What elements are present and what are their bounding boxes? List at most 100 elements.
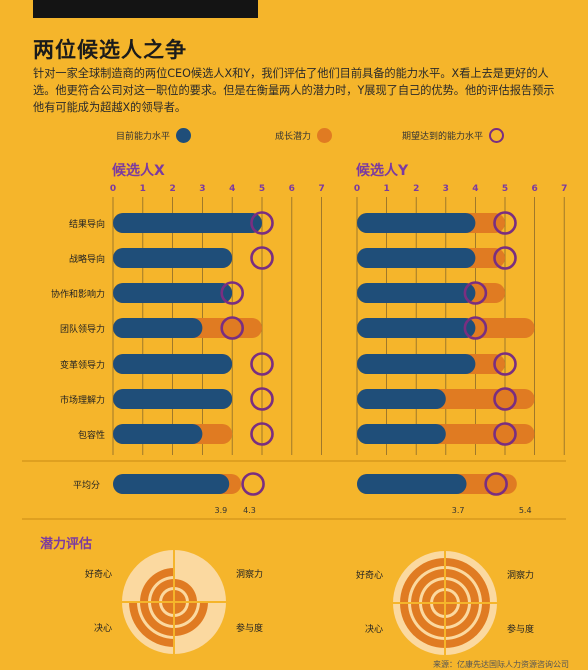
radial-category-label: 决心 (94, 622, 112, 634)
radial-segment (140, 568, 174, 602)
radial-segment (445, 603, 457, 615)
current-bar (113, 213, 262, 233)
expected-ring (250, 387, 274, 411)
radial-segment (151, 579, 174, 602)
current-bar (113, 318, 203, 338)
tick-label: 7 (561, 184, 567, 194)
average-expected-ring (241, 472, 265, 496)
category-label: 市场理解力 (60, 394, 105, 406)
current-bar (113, 248, 233, 268)
candidate-x-title: 候选人X (112, 163, 165, 179)
radial-segment (411, 603, 445, 637)
tick-label: 6 (289, 184, 295, 194)
radial-category-label: 决心 (365, 623, 383, 635)
category-label: 变革领导力 (60, 359, 105, 371)
tick-label: 1 (140, 184, 146, 194)
radial-segment (445, 558, 490, 603)
tick-label: 3 (199, 184, 205, 194)
radial-segment (174, 590, 186, 602)
tick-label: 1 (383, 184, 389, 194)
tick-label: 0 (110, 184, 116, 194)
legend-expected-label: 期望达到的能力水平 (402, 132, 484, 142)
legend-current-label: 目前能力水平 (116, 132, 171, 142)
radial-segment (445, 603, 490, 648)
average-current-value: 3.7 (452, 506, 465, 515)
radial-segment (174, 602, 208, 636)
average-growth-value: 5.4 (519, 506, 532, 515)
radial-segment (129, 602, 174, 647)
tick-label: 5 (502, 184, 508, 194)
expected-ring (493, 352, 517, 376)
current-bar (113, 354, 233, 374)
legend-expected-swatch (489, 128, 505, 143)
expected-ring (220, 281, 244, 305)
radial-segment (433, 603, 445, 615)
legend-growth-swatch (317, 128, 333, 143)
current-bar (113, 424, 203, 444)
current-bar (357, 354, 476, 374)
radial-category-label: 参与度 (236, 622, 263, 634)
radial-segment (400, 603, 445, 648)
current-bar (357, 283, 476, 303)
potential-title: 潜力评估 (40, 537, 93, 552)
average-current-bar (357, 474, 467, 494)
current-bar (357, 389, 446, 409)
current-bar (357, 318, 476, 338)
radial-segment (162, 590, 174, 602)
radial-segment (445, 580, 468, 603)
radial-segment (445, 591, 457, 603)
current-bar (357, 213, 476, 233)
current-bar (113, 389, 233, 409)
average-current-value: 3.9 (214, 506, 227, 515)
category-label: 协作和影响力 (51, 288, 105, 300)
current-bar (113, 283, 233, 303)
radial-segment (174, 602, 186, 614)
top-bar (33, 0, 258, 18)
tick-label: 6 (531, 184, 537, 194)
intro-text: 针对一家全球制造商的两位CEO候选人X和Y，我们评估了他们目前具备的能力水平。X… (33, 67, 555, 114)
legend-current: 目前能力水平 (116, 128, 192, 143)
tick-label: 4 (229, 184, 235, 194)
radial-segment (151, 602, 174, 625)
radial-segment (422, 580, 445, 603)
expected-ring (250, 352, 274, 376)
radial-category-label: 好奇心 (85, 568, 112, 580)
expected-ring (493, 211, 517, 235)
category-label: 战略导向 (69, 253, 105, 265)
current-bar (357, 424, 446, 444)
tick-label: 2 (413, 184, 419, 194)
expected-ring (220, 316, 244, 340)
category-label: 包容性 (78, 429, 105, 441)
expected-ring (250, 211, 274, 235)
tick-label: 7 (318, 184, 324, 194)
radial-segment (433, 591, 445, 603)
expected-ring (493, 422, 517, 446)
page-title: 两位候选人之争 (33, 38, 187, 62)
average-label: 平均分 (73, 479, 100, 491)
tick-label: 2 (169, 184, 175, 194)
radial-category-label: 好奇心 (356, 569, 383, 581)
candidate-y-panel: 0 1 2 3 4 5 6 7 3.7 5.4 (354, 184, 567, 515)
radial-segment (162, 602, 174, 614)
expected-ring (463, 281, 488, 305)
expected-ring (250, 246, 274, 270)
legend-growth: 成长潜力 (275, 128, 333, 143)
radial-segment (174, 602, 197, 625)
tick-label: 5 (259, 184, 265, 194)
radial-segment (445, 569, 479, 603)
legend-current-swatch (176, 128, 192, 143)
expected-ring (250, 422, 274, 446)
average-expected-ring (484, 472, 508, 496)
radial-category-label: 洞察力 (236, 568, 263, 580)
radial-segment (400, 558, 445, 603)
current-bar (357, 248, 476, 268)
legend-expected: 期望达到的能力水平 (402, 128, 505, 143)
radial-segment (411, 569, 445, 603)
candidate-y-title: 候选人Y (356, 163, 409, 179)
radial-segment (174, 579, 197, 602)
average-growth-value: 4.3 (243, 506, 256, 515)
radial-segment (445, 603, 479, 637)
